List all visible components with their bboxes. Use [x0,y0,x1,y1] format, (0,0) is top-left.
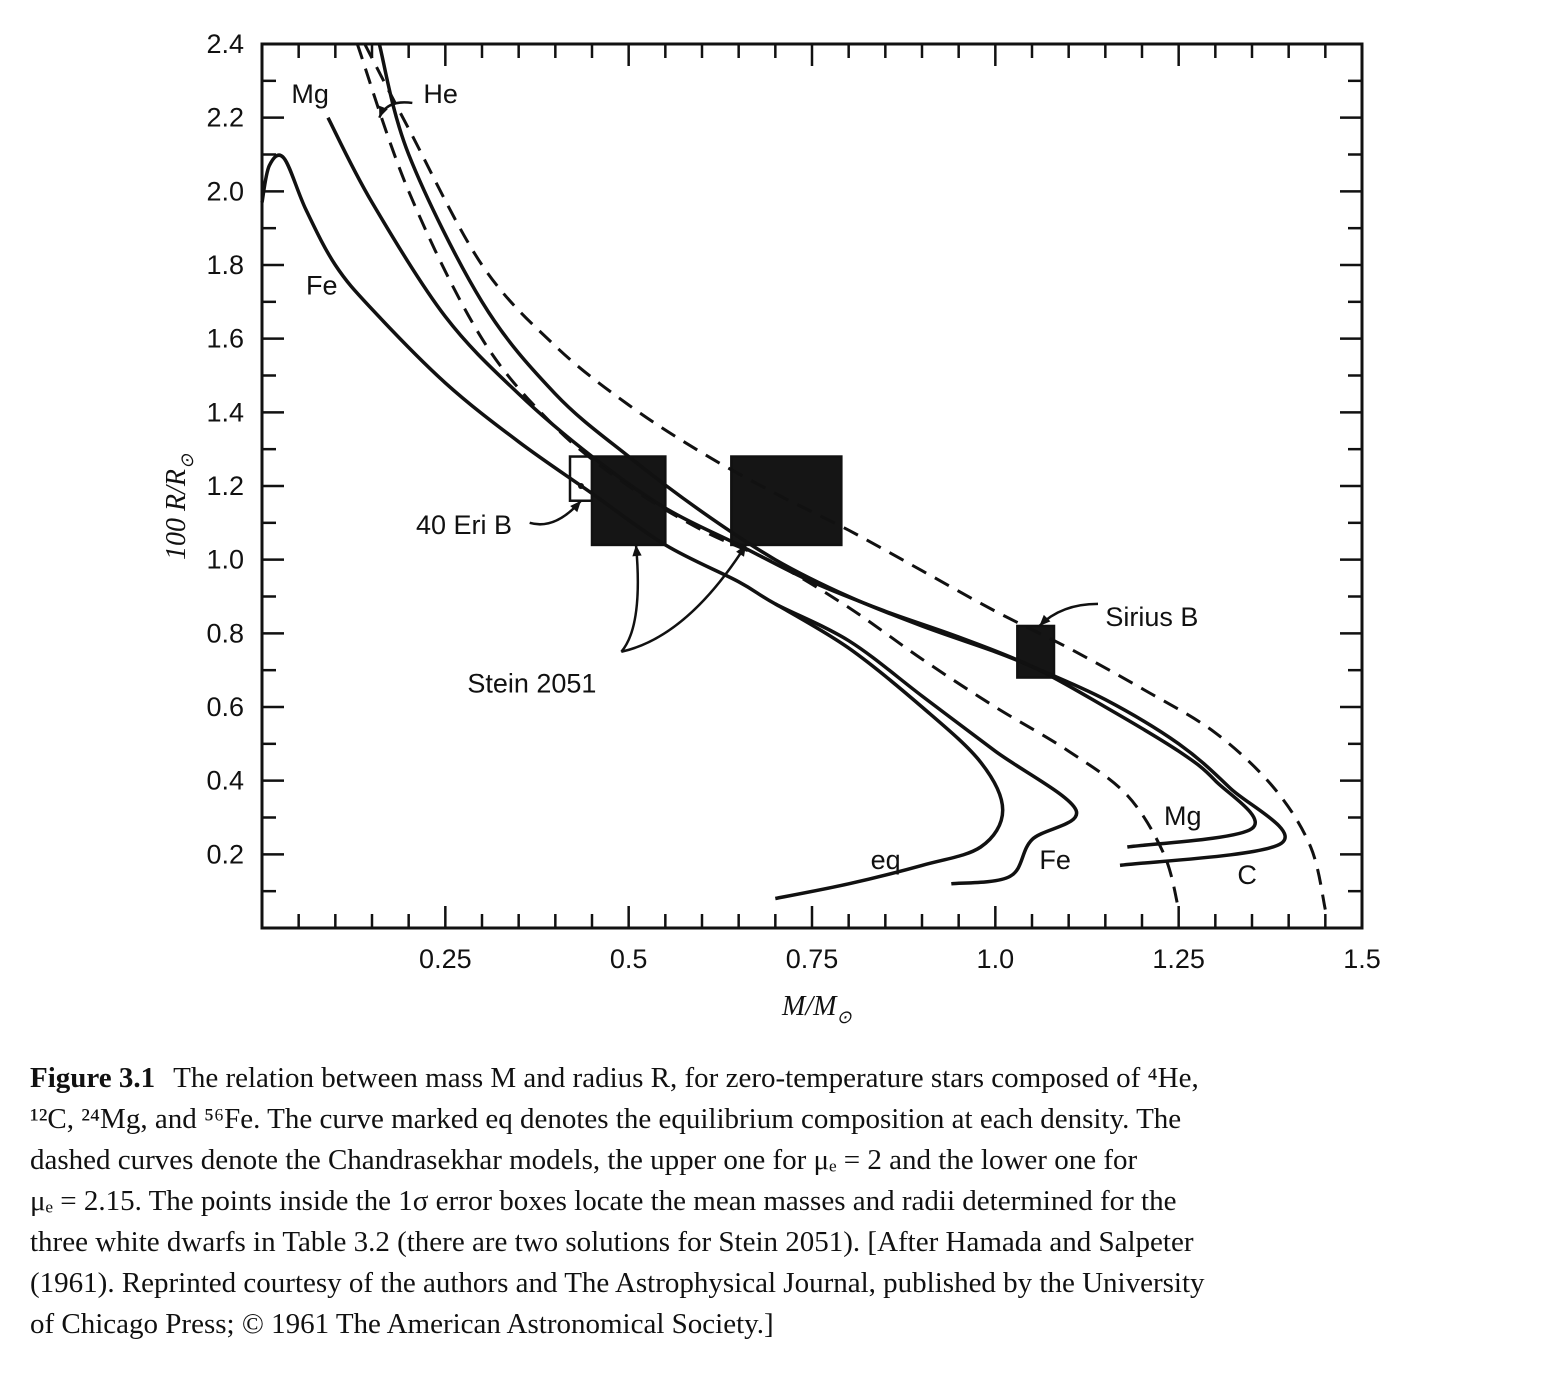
annotation-label: Mg [291,79,329,109]
caption-line: ¹²C, ²⁴Mg, and ⁵⁶Fe. The curve marked eq… [30,1103,1182,1135]
y-tick-label: 0.4 [206,766,244,796]
annotation-label: Mg [1164,801,1202,831]
caption-line: three white dwarfs in Table 3.2 (there a… [30,1226,1194,1258]
annotation-label: Fe [1039,845,1071,875]
chandrasekhar-dashed-curve [363,43,1327,910]
y-tick-label: 0.6 [206,692,244,722]
pointer-stein-2051-b-head [736,544,746,557]
annotation-label: Fe [306,270,338,300]
caption-line: (1961). Reprinted courtesy of the author… [30,1267,1205,1299]
y-tick-label: 0.2 [206,839,244,869]
y-tick-label: 1.6 [206,324,244,354]
annotation-label: 40 Eri B [416,510,512,540]
curve-mg [326,116,1257,849]
x-tick-label: 0.5 [610,944,648,974]
x-tick-label: 1.5 [1343,944,1381,974]
y-tick-label: 2.2 [206,103,244,133]
curve-eq [774,602,1005,901]
y-tick-label: 0.8 [206,618,244,648]
annotation-label: He [423,79,458,109]
y-tick-label: 1.8 [206,250,244,280]
x-tick-label: 0.75 [786,944,839,974]
y-axis-title: 100 R/R⊙ [161,453,197,560]
annotations: Mg He Fe 40 Eri B Stein 2051 Sirius B Mg Fe eq C [291,79,1257,890]
pointer-40-eri-b-head [570,500,581,513]
figure-label: Figure 3.1 [30,1062,156,1094]
curve-he [377,43,1033,669]
y-axis-title-subscript: ⊙ [177,453,197,469]
y-tick-label: 2.0 [206,176,244,206]
annotation-label: C [1237,860,1257,890]
caption-line: dashed curves denote the Chandrasekhar m… [30,1144,1138,1176]
annotation-label: eq [871,845,901,875]
y-tick-label: 1.4 [206,397,244,427]
x-tick-label: 0.25 [419,944,472,974]
pointer-stein-2051-a-head [632,544,642,557]
axis-ticks: 0.25 0.5 0.75 1.0 1.25 1.5 0.2 0.4 0.6 0.8 1.0 1.2 1… [206,29,1380,974]
annotation-label: Stein 2051 [467,668,596,698]
mass-radius-chart: 0.25 0.5 0.75 1.0 1.25 1.5 0.2 0.4 0.6 0.8 1.0 1.2 1… [161,29,1381,1027]
chandrasekhar-dashed-curve [355,43,1181,910]
curves [260,43,1327,910]
x-tick-label: 1.0 [977,944,1015,974]
pointer-stein-2051-b [621,544,748,653]
y-tick-label: 1.2 [206,471,244,501]
figure-caption: Figure 3.1 The relation between mass M an… [30,1058,1530,1345]
curve-fe [260,153,1079,886]
y-tick-label: 1.0 [206,545,244,575]
y-tick-label: 2.4 [206,29,244,59]
curve-c [1031,664,1287,868]
caption-line: Figure 3.1 The relation between mass M an… [30,1062,1199,1094]
x-tick-label: 1.25 [1152,944,1205,974]
pointer-40-eri-b [529,499,582,526]
pointer-sirius-b-head [1039,614,1051,626]
x-axis-title-subscript: ⊙ [836,1007,852,1027]
caption-line: of Chicago Press; © 1961 The American As… [30,1308,774,1340]
annotation-label: Sirius B [1105,602,1198,632]
pointer-stein-2051-a [620,544,640,653]
pointer-he-head [379,105,388,118]
pointer-sirius-b [1038,602,1099,627]
caption-line: μₑ = 2.15. The points inside the 1σ erro… [30,1185,1177,1217]
x-axis-title: M/M⊙ [781,991,852,1027]
